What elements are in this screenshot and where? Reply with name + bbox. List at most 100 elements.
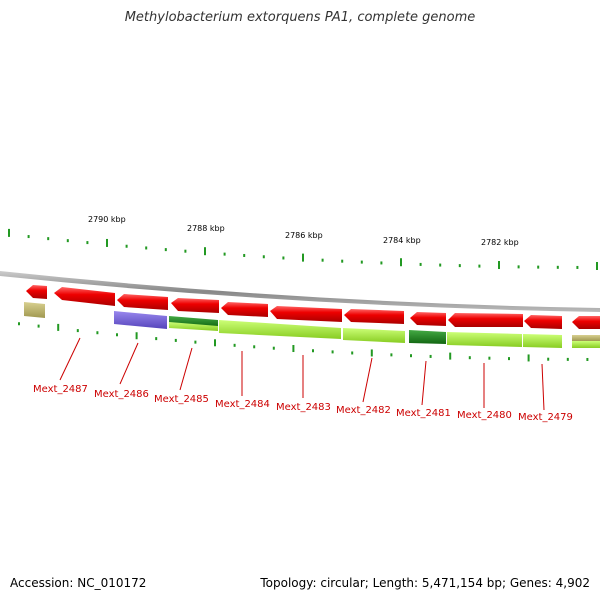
feature-bar-light-green[interactable]: [523, 334, 562, 348]
ruler-tick: [37, 324, 40, 328]
ruler-tick: [86, 241, 89, 245]
ruler-tick: [125, 244, 128, 248]
ruler-tick: [116, 333, 118, 337]
ruler-tick: [223, 252, 226, 256]
ruler-tick: [360, 260, 363, 264]
ruler-tick: [341, 259, 344, 263]
ruler-tick: [488, 356, 491, 360]
ruler-ticks: [8, 228, 598, 362]
ruler-label: 2782 kbp: [481, 238, 519, 247]
ruler-tick: [312, 349, 314, 353]
ruler-tick: [164, 248, 167, 252]
ruler-tick: [400, 258, 402, 267]
ruler-tick: [429, 354, 432, 358]
ruler-tick: [57, 323, 60, 331]
ruler-tick: [96, 331, 99, 335]
gene-arrow[interactable]: [270, 306, 342, 322]
ruler-tick: [282, 256, 285, 260]
ruler-tick: [194, 340, 197, 344]
gene-label[interactable]: Mext_2482: [336, 405, 391, 416]
ruler-tick: [321, 258, 324, 262]
ruler-tick: [243, 253, 246, 257]
ruler-tick: [8, 228, 10, 237]
ruler-tick: [390, 353, 393, 357]
feature-bar-dark-green[interactable]: [409, 330, 446, 344]
ruler-tick: [449, 352, 452, 360]
accession-label: Accession: NC_010172: [10, 576, 147, 590]
ruler-tick: [66, 239, 69, 243]
gene-label[interactable]: Mext_2484: [215, 399, 270, 410]
gene-arrow[interactable]: [26, 285, 47, 299]
genome-backbone: [0, 271, 600, 312]
forward-strand-genes: [26, 285, 600, 329]
feature-bar-olive[interactable]: [572, 335, 600, 341]
gene-label[interactable]: Mext_2485: [154, 394, 209, 405]
gene-arrow[interactable]: [344, 309, 404, 324]
ruler-tick: [380, 261, 383, 265]
ruler-tick: [537, 265, 540, 269]
gene-label[interactable]: Mext_2486: [94, 389, 149, 400]
ruler-tick: [547, 357, 550, 361]
genome-summary: Topology: circular; Length: 5,471,154 bp…: [260, 576, 590, 590]
ruler-tick: [468, 356, 471, 360]
gene-arrow[interactable]: [221, 302, 268, 317]
ruler-tick: [204, 247, 206, 256]
ruler-tick: [508, 357, 510, 361]
ruler-tick: [439, 263, 442, 267]
ruler-tick: [498, 261, 500, 270]
ruler-tick: [331, 350, 334, 354]
ruler-tick: [370, 349, 373, 357]
ruler-tick: [576, 265, 579, 269]
gene-label[interactable]: Mext_2481: [396, 408, 451, 419]
ruler-tick: [27, 235, 30, 239]
gene-label[interactable]: Mext_2487: [33, 384, 88, 395]
gene-arrow[interactable]: [117, 294, 168, 310]
ruler-tick: [351, 351, 354, 355]
feature-bar-light-green[interactable]: [343, 328, 405, 343]
gene-arrow[interactable]: [54, 287, 115, 306]
ruler-tick: [419, 262, 422, 266]
ruler-tick: [47, 237, 50, 241]
label-leader-lines: [59, 337, 545, 411]
feature-bar-light-green[interactable]: [219, 320, 341, 339]
ruler-label: 2784 kbp: [383, 236, 421, 245]
ruler-tick: [214, 339, 216, 347]
feature-bar-dark-green[interactable]: [169, 316, 218, 327]
gene-arrow[interactable]: [448, 313, 523, 327]
ruler-tick: [76, 329, 79, 333]
ruler-tick: [155, 337, 158, 341]
ruler-tick: [556, 265, 559, 269]
ruler-tick: [262, 255, 265, 259]
gene-label[interactable]: Mext_2480: [457, 410, 512, 421]
ruler-tick: [174, 338, 177, 342]
gene-label[interactable]: Mext_2483: [276, 402, 331, 413]
feature-bar-purple[interactable]: [114, 311, 167, 329]
ruler-tick: [410, 354, 412, 358]
ruler-tick: [458, 264, 461, 268]
gene-arrow[interactable]: [524, 315, 562, 329]
gene-arrow[interactable]: [410, 312, 446, 326]
feature-bar-light-green[interactable]: [447, 332, 522, 347]
ruler-label: 2788 kbp: [187, 224, 225, 233]
feature-bar-olive[interactable]: [24, 302, 45, 318]
ruler-tick: [272, 346, 275, 350]
gene-arrow[interactable]: [572, 316, 600, 329]
feature-bars: [24, 302, 600, 348]
ruler-label: 2786 kbp: [285, 231, 323, 240]
ruler-tick: [106, 238, 108, 247]
ruler-tick: [302, 253, 304, 262]
ruler-tick: [527, 354, 530, 362]
ruler-tick: [135, 332, 138, 340]
ruler-tick: [18, 322, 20, 326]
ruler-tick: [292, 345, 295, 353]
feature-bar-light-green[interactable]: [169, 322, 218, 331]
ruler-labels: 2790 kbp 2788 kbp 2786 kbp 2784 kbp 2782…: [88, 215, 519, 247]
gene-label[interactable]: Mext_2479: [518, 412, 573, 423]
ruler-tick: [566, 357, 569, 361]
ruler-tick: [233, 343, 236, 347]
gene-arrow[interactable]: [171, 298, 219, 313]
ruler-tick: [586, 357, 589, 361]
feature-bar-light-green[interactable]: [572, 341, 600, 348]
ruler-tick: [596, 261, 598, 270]
